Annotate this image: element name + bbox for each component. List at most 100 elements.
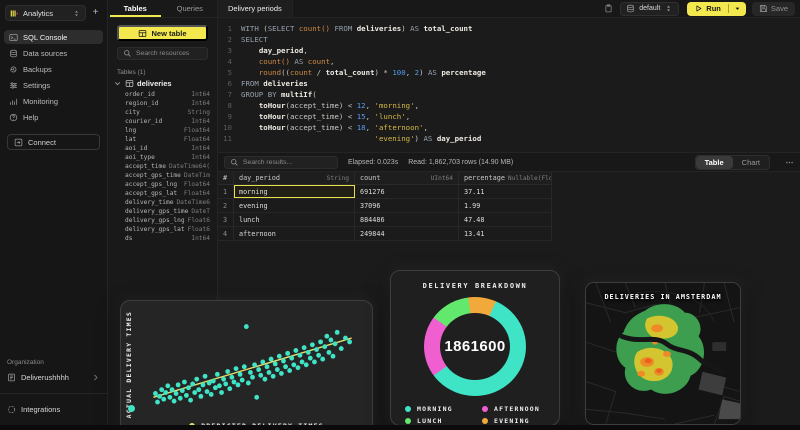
help-icon: [9, 113, 18, 122]
cell-count[interactable]: 884486: [355, 213, 459, 226]
cell-day-period[interactable]: morning: [234, 185, 355, 198]
sidebar-item-sql-console[interactable]: SQL Console: [4, 30, 103, 44]
results-search-input[interactable]: [243, 158, 332, 166]
legend-dot: [405, 406, 411, 412]
sidebar-item-help[interactable]: Help: [4, 110, 103, 124]
cell-count[interactable]: 691276: [355, 185, 459, 198]
organization-icon: [7, 373, 16, 382]
new-table-button[interactable]: New table: [117, 25, 208, 41]
run-options-caret[interactable]: [727, 4, 746, 13]
map-card: DELIVERIES IN AMSTERDAM: [585, 282, 741, 425]
organization-item[interactable]: Deliverushhhh: [7, 371, 100, 384]
integrations-item[interactable]: Integrations: [7, 403, 100, 416]
scatter-chart-card: ACTUAL DELIVERY TIMES PREDICTED DELIVERY…: [120, 300, 373, 430]
table-column[interactable]: lng Float64: [125, 127, 210, 134]
terminal-icon: [9, 33, 18, 42]
result-row[interactable]: 1 morning 691276 37.11: [218, 185, 552, 199]
sidebar-item-data-sources[interactable]: Data sources: [4, 46, 103, 60]
donut-title: DELIVERY BREAKDOWN: [422, 282, 528, 290]
cell-count[interactable]: 249844: [355, 227, 459, 240]
monitoring-icon: [9, 97, 18, 106]
table-tree-item-deliveries[interactable]: deliveries: [113, 79, 212, 88]
table-column[interactable]: aoi_type Int64: [125, 154, 210, 161]
play-icon: [694, 4, 703, 13]
result-row[interactable]: 2 evening 37096 1.99: [218, 199, 552, 213]
connect-button[interactable]: Connect: [7, 134, 100, 150]
tab-queries[interactable]: Queries: [176, 4, 203, 13]
amsterdam-map: [586, 283, 740, 424]
column-header[interactable]: day_period String: [234, 172, 355, 184]
table-column[interactable]: city String: [125, 109, 210, 116]
cell-percentage[interactable]: 1.99: [459, 199, 552, 212]
cell-percentage[interactable]: 37.11: [459, 185, 552, 198]
results-toolbar: Elapsed: 0.023s Read: 1,862,703 rows (14…: [218, 152, 800, 172]
table-columns-list: order_id Int64 region_id Int64 city String cou…: [108, 90, 217, 243]
legend-dot: [482, 406, 488, 412]
elapsed-stat: Elapsed: 0.023s: [348, 158, 399, 166]
sidebar-divider: [0, 393, 107, 394]
code-line: 9 toHour(accept_time) < 15, 'lunch',: [227, 112, 411, 121]
cell-day-period[interactable]: evening: [234, 199, 355, 212]
run-label: Run: [706, 4, 721, 13]
caret-down-icon: [733, 4, 742, 13]
tab-tables[interactable]: Tables: [108, 0, 163, 17]
query-tab[interactable]: Delivery periods: [218, 0, 293, 17]
code-line: 8 toHour(accept_time) < 12, 'morning',: [227, 101, 420, 110]
tables-panel-tabs: Tables Queries: [108, 0, 217, 18]
view-table-button[interactable]: Table: [695, 155, 733, 169]
results-search[interactable]: [224, 155, 338, 169]
organization-name: Deliverushhhh: [21, 373, 69, 382]
cluster-select[interactable]: default: [620, 1, 680, 16]
clipboard-icon[interactable]: [604, 4, 613, 13]
run-button[interactable]: Run: [687, 1, 746, 16]
code-line: 2 SELECT: [227, 35, 268, 44]
cell-count[interactable]: 37096: [355, 199, 459, 212]
column-header[interactable]: #: [218, 172, 234, 184]
sidebar-item-backups[interactable]: Backups: [4, 62, 103, 76]
sidebar-item-settings[interactable]: Settings: [4, 78, 103, 92]
result-row[interactable]: 4 afternoon 249844 13.41: [218, 227, 552, 241]
table-column[interactable]: ds Int64: [125, 235, 210, 242]
donut-legend-item: AFTERNOON: [482, 405, 545, 413]
table-column[interactable]: accept_gps_lat Float64: [125, 190, 210, 197]
organization-label: Organization: [7, 359, 44, 366]
table-column[interactable]: order_id Int64: [125, 91, 210, 98]
results-table-body: 1 morning 691276 37.11 2 evening 37096 1.99 3 lun…: [218, 185, 552, 241]
table-column[interactable]: courier_id Int64: [125, 118, 210, 125]
cell-percentage[interactable]: 47.48: [459, 213, 552, 226]
resource-search[interactable]: [117, 47, 208, 60]
table-column[interactable]: aoi_id Int64: [125, 145, 210, 152]
view-chart-button[interactable]: Chart: [741, 157, 760, 167]
cell-percentage[interactable]: 13.41: [459, 227, 552, 240]
donut-total-value: 1861600: [444, 338, 506, 355]
chevron-down-icon[interactable]: [113, 79, 122, 88]
table-column[interactable]: accept_gps_lng Float64: [125, 181, 210, 188]
result-row[interactable]: 3 lunch 884486 47.48: [218, 213, 552, 227]
results-table-header: # day_period String count UInt64 percentage Nu…: [218, 172, 552, 185]
workspace-select[interactable]: Analytics: [5, 5, 86, 21]
legend-dot: [405, 418, 411, 424]
code-line: 1 WITH (SELECT count() FROM deliveries) A…: [227, 24, 473, 33]
table-column[interactable]: lat Float64: [125, 136, 210, 143]
code-line: 5 round((count / total_count) * 100, 2) …: [227, 68, 486, 77]
more-options-icon[interactable]: [785, 158, 794, 167]
save-button[interactable]: Save: [751, 1, 795, 16]
cell-day-period[interactable]: afternoon: [234, 227, 355, 240]
cell-day-period[interactable]: lunch: [234, 213, 355, 226]
sql-editor[interactable]: 1 WITH (SELECT count() FROM deliveries) A…: [218, 18, 800, 152]
new-table-label: New table: [151, 28, 187, 38]
resource-search-input[interactable]: [136, 50, 202, 57]
sidebar-item-monitoring[interactable]: Monitoring: [4, 94, 103, 108]
table-column[interactable]: region_id Int64: [125, 100, 210, 107]
column-header[interactable]: count UInt64: [355, 172, 459, 184]
sidebar: Analytics + SQL Console Data sources Backu…: [0, 0, 108, 430]
new-tab-button[interactable]: +: [92, 6, 99, 18]
